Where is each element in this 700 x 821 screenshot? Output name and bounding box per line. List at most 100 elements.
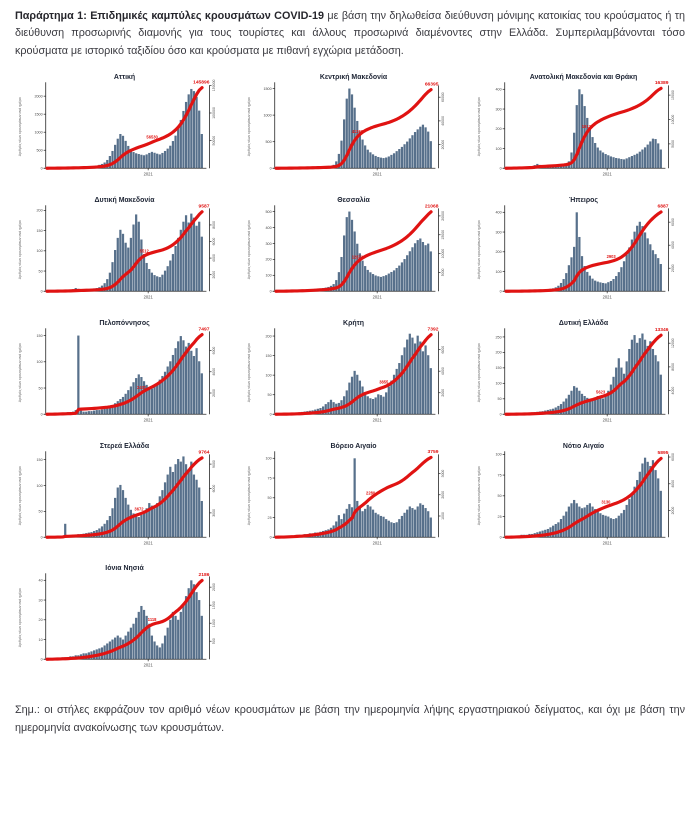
svg-text:4000: 4000 bbox=[671, 241, 675, 249]
svg-text:100: 100 bbox=[495, 147, 501, 151]
left-tick-labels: 0 100 200 300 400 bbox=[495, 211, 505, 294]
svg-text:1000: 1000 bbox=[34, 131, 42, 135]
left-tick-labels: 0 100 200 300 400 bbox=[495, 88, 505, 171]
daily-cases-bars bbox=[504, 457, 662, 537]
cumulative-end-label: 145896 bbox=[193, 80, 210, 86]
region-chart-2: Ανατολική Μακεδονία και Θράκη Αριθμός νέω… bbox=[474, 70, 700, 189]
svg-text:100: 100 bbox=[37, 249, 43, 253]
svg-text:100: 100 bbox=[495, 452, 501, 456]
region-chart-9: Στερεά Ελλάδα Αριθμός νέων κρουσμάτων ανά… bbox=[15, 439, 244, 558]
daily-cases-bars bbox=[275, 457, 433, 537]
chart-title: Ανατολική Μακεδονία και Θράκη bbox=[529, 74, 637, 82]
chart-title: Βόρειο Αιγαίο bbox=[331, 443, 377, 450]
cumulative-curve bbox=[504, 210, 663, 294]
x-tick-label: 2021 bbox=[602, 540, 612, 545]
right-tick-labels: 20000 40000 60000 bbox=[438, 93, 445, 150]
svg-text:200: 200 bbox=[495, 250, 501, 254]
svg-text:0: 0 bbox=[270, 290, 272, 294]
daily-cases-bars bbox=[504, 89, 662, 169]
svg-text:20000: 20000 bbox=[441, 140, 445, 150]
appendix-bold-title: Επιδημικές καμπύλες κρουσμάτων COVID-19 bbox=[90, 10, 324, 22]
x-tick-label: 2021 bbox=[373, 417, 383, 422]
svg-text:150: 150 bbox=[37, 229, 43, 233]
covid-chart-canvas-1: Κεντρική Μακεδονία Αριθμός νέων κρουσμάτω… bbox=[247, 75, 445, 177]
covid-chart-canvas-4: Θεσσαλία Αριθμός νέων κρουσμάτων ανά ημέρ… bbox=[247, 196, 445, 300]
cumulative-mid-label: 5512 bbox=[140, 248, 150, 253]
svg-text:300: 300 bbox=[495, 231, 501, 235]
right-tick-labels: 2000 4000 6000 bbox=[209, 346, 216, 397]
region-chart-6: Πελοπόννησος Αριθμός νέων κρουσμάτων ανά … bbox=[15, 316, 244, 435]
y-axis-label: Αριθμός νέων κρουσμάτων ανά ημέρα bbox=[247, 221, 251, 280]
svg-text:50: 50 bbox=[39, 386, 43, 390]
cumulative-curve bbox=[45, 210, 204, 294]
svg-text:0: 0 bbox=[270, 535, 272, 539]
report-page: Παράρτημα 1: Επιδημικές καμπύλες κρουσμά… bbox=[15, 8, 700, 734]
cumulative-end-label: 6887 bbox=[657, 204, 668, 210]
svg-text:20000: 20000 bbox=[441, 211, 445, 221]
chart-row-1: Αττική Αριθμός νέων κρουσμάτων ανά ημέρα 0… bbox=[15, 70, 700, 189]
daily-cases-bars bbox=[45, 456, 203, 537]
chart-title: Πελοπόννησος bbox=[99, 319, 150, 327]
cumulative-curve bbox=[45, 86, 204, 171]
x-tick-label: 2021 bbox=[373, 295, 383, 300]
right-tick-labels: 500 1000 1500 2000 bbox=[209, 584, 216, 645]
y-axis-label: Αριθμός νέων κρουσμάτων ανά ημέρα bbox=[477, 98, 481, 157]
svg-text:0: 0 bbox=[270, 413, 272, 417]
svg-text:200: 200 bbox=[266, 334, 272, 338]
appendix-header: Παράρτημα 1: Επιδημικές καμπύλες κρουσμά… bbox=[15, 8, 685, 60]
cumulative-mid-label: 2903 bbox=[606, 254, 616, 259]
svg-text:40: 40 bbox=[39, 579, 43, 583]
svg-text:1500: 1500 bbox=[264, 87, 272, 91]
svg-text:2000: 2000 bbox=[212, 271, 216, 279]
svg-text:10: 10 bbox=[39, 638, 43, 642]
svg-text:2000: 2000 bbox=[34, 95, 42, 99]
left-tick-labels: 0 50 100 150 bbox=[37, 334, 46, 417]
cumulative-mid-label: 5623 bbox=[596, 389, 606, 394]
svg-text:0: 0 bbox=[41, 658, 43, 662]
svg-text:100: 100 bbox=[266, 274, 272, 278]
left-tick-labels: 0 25 50 75 100 bbox=[495, 452, 505, 539]
x-tick-label: 2021 bbox=[144, 663, 154, 668]
cumulative-mid-label: 41260 bbox=[352, 130, 364, 135]
svg-text:0: 0 bbox=[41, 535, 43, 539]
x-tick-label: 2021 bbox=[602, 295, 612, 300]
cumulative-mid-label: 3130 bbox=[601, 499, 611, 504]
cumulative-mid-label: 10125 bbox=[581, 125, 593, 130]
svg-text:4000: 4000 bbox=[671, 387, 675, 395]
svg-text:500: 500 bbox=[266, 210, 272, 214]
chart-row-4: Στερεά Ελλάδα Αριθμός νέων κρουσμάτων ανά… bbox=[15, 439, 700, 558]
svg-text:4000: 4000 bbox=[212, 254, 216, 262]
daily-cases-bars bbox=[45, 213, 203, 292]
region-chart-7: Κρήτη Αριθμός νέων κρουσμάτων ανά ημέρα 0 5… bbox=[244, 316, 473, 435]
region-chart-10: Βόρειο Αιγαίο Αριθμός νέων κρουσμάτων ανά… bbox=[244, 439, 473, 558]
appendix-label: Παράρτημα 1: bbox=[15, 10, 87, 22]
appendix-body-text: με βάση την δηλωθείσα διεύθυνση μόνιμης … bbox=[15, 10, 686, 57]
daily-cases-bars bbox=[45, 89, 203, 169]
cumulative-curve bbox=[274, 333, 433, 416]
footnote-text: Σημ.: οι στήλες εκφράζουν τον αριθμό νέω… bbox=[15, 704, 685, 734]
x-tick-label: 2021 bbox=[373, 172, 383, 177]
cumulative-end-label: 7497 bbox=[199, 326, 210, 332]
svg-text:6000: 6000 bbox=[671, 218, 675, 226]
region-chart-4: Θεσσαλία Αριθμός νέων κρουσμάτων ανά ημέρ… bbox=[244, 193, 473, 312]
svg-text:9000: 9000 bbox=[212, 460, 216, 468]
left-tick-labels: 0 50 100 150 200 bbox=[37, 209, 46, 294]
covid-chart-canvas-0: Αττική Αριθμός νέων κρουσμάτων ανά ημέρα 0… bbox=[18, 75, 216, 177]
y-axis-label: Αριθμός νέων κρουσμάτων ανά ημέρα bbox=[18, 221, 22, 280]
cumulative-mid-label: 2431 bbox=[137, 385, 147, 390]
cumulative-end-label: 5895 bbox=[657, 450, 668, 456]
svg-text:60000: 60000 bbox=[441, 93, 445, 103]
svg-text:50: 50 bbox=[497, 494, 501, 498]
left-tick-labels: 0 500 1000 1500 2000 bbox=[34, 95, 46, 171]
right-tick-labels: 4000 8000 12000 bbox=[668, 338, 675, 394]
cumulative-end-label: 66395 bbox=[425, 82, 439, 88]
svg-text:50: 50 bbox=[268, 496, 272, 500]
svg-text:1000: 1000 bbox=[441, 512, 445, 520]
left-tick-labels: 0 50 100 150 200 bbox=[266, 334, 276, 417]
covid-chart-canvas-9: Στερεά Ελλάδα Αριθμός νέων κρουσμάτων ανά… bbox=[18, 442, 216, 545]
cumulative-end-label: 13346 bbox=[654, 327, 668, 333]
right-tick-labels: 5000 10000 15000 bbox=[668, 91, 675, 148]
svg-text:500: 500 bbox=[212, 639, 216, 645]
chart-title: Δυτική Μακεδονία bbox=[95, 197, 156, 204]
svg-text:40000: 40000 bbox=[441, 116, 445, 126]
